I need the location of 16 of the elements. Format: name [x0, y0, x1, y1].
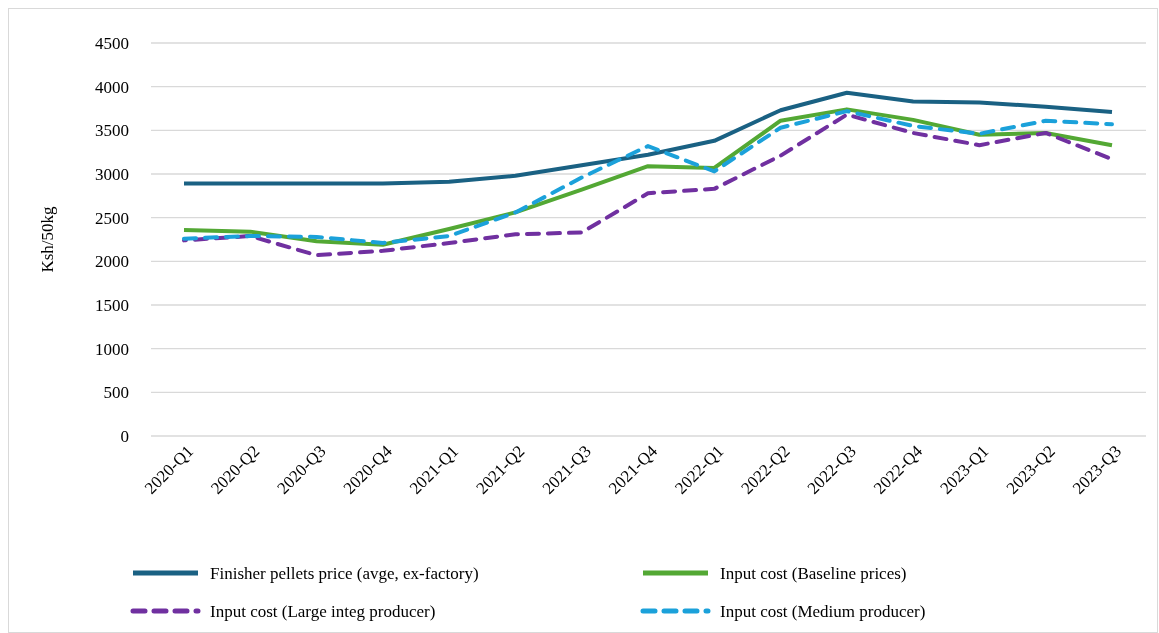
y-tick-label: 3500 — [95, 121, 129, 141]
y-tick-label: 4000 — [95, 77, 129, 97]
y-axis-title: Ksh/50kg — [38, 205, 57, 273]
y-tick-label: 3000 — [95, 164, 129, 184]
y-tick-label: 2500 — [95, 208, 129, 228]
y-tick-label: 500 — [103, 383, 129, 403]
y-tick-label: 2000 — [95, 252, 129, 272]
y-tick-label: 4500 — [95, 33, 129, 53]
y-tick-label: 1000 — [95, 339, 129, 359]
legend-label: Input cost (Baseline prices) — [720, 563, 907, 583]
y-tick-label: 0 — [120, 426, 129, 446]
y-tick-label: 1500 — [95, 295, 129, 315]
legend-label: Finisher pellets price (avge, ex-factory) — [210, 563, 479, 583]
legend-label: Input cost (Medium producer) — [720, 601, 926, 621]
line-series — [182, 90, 1114, 186]
legend-label: Input cost (Large integ producer) — [210, 601, 436, 621]
